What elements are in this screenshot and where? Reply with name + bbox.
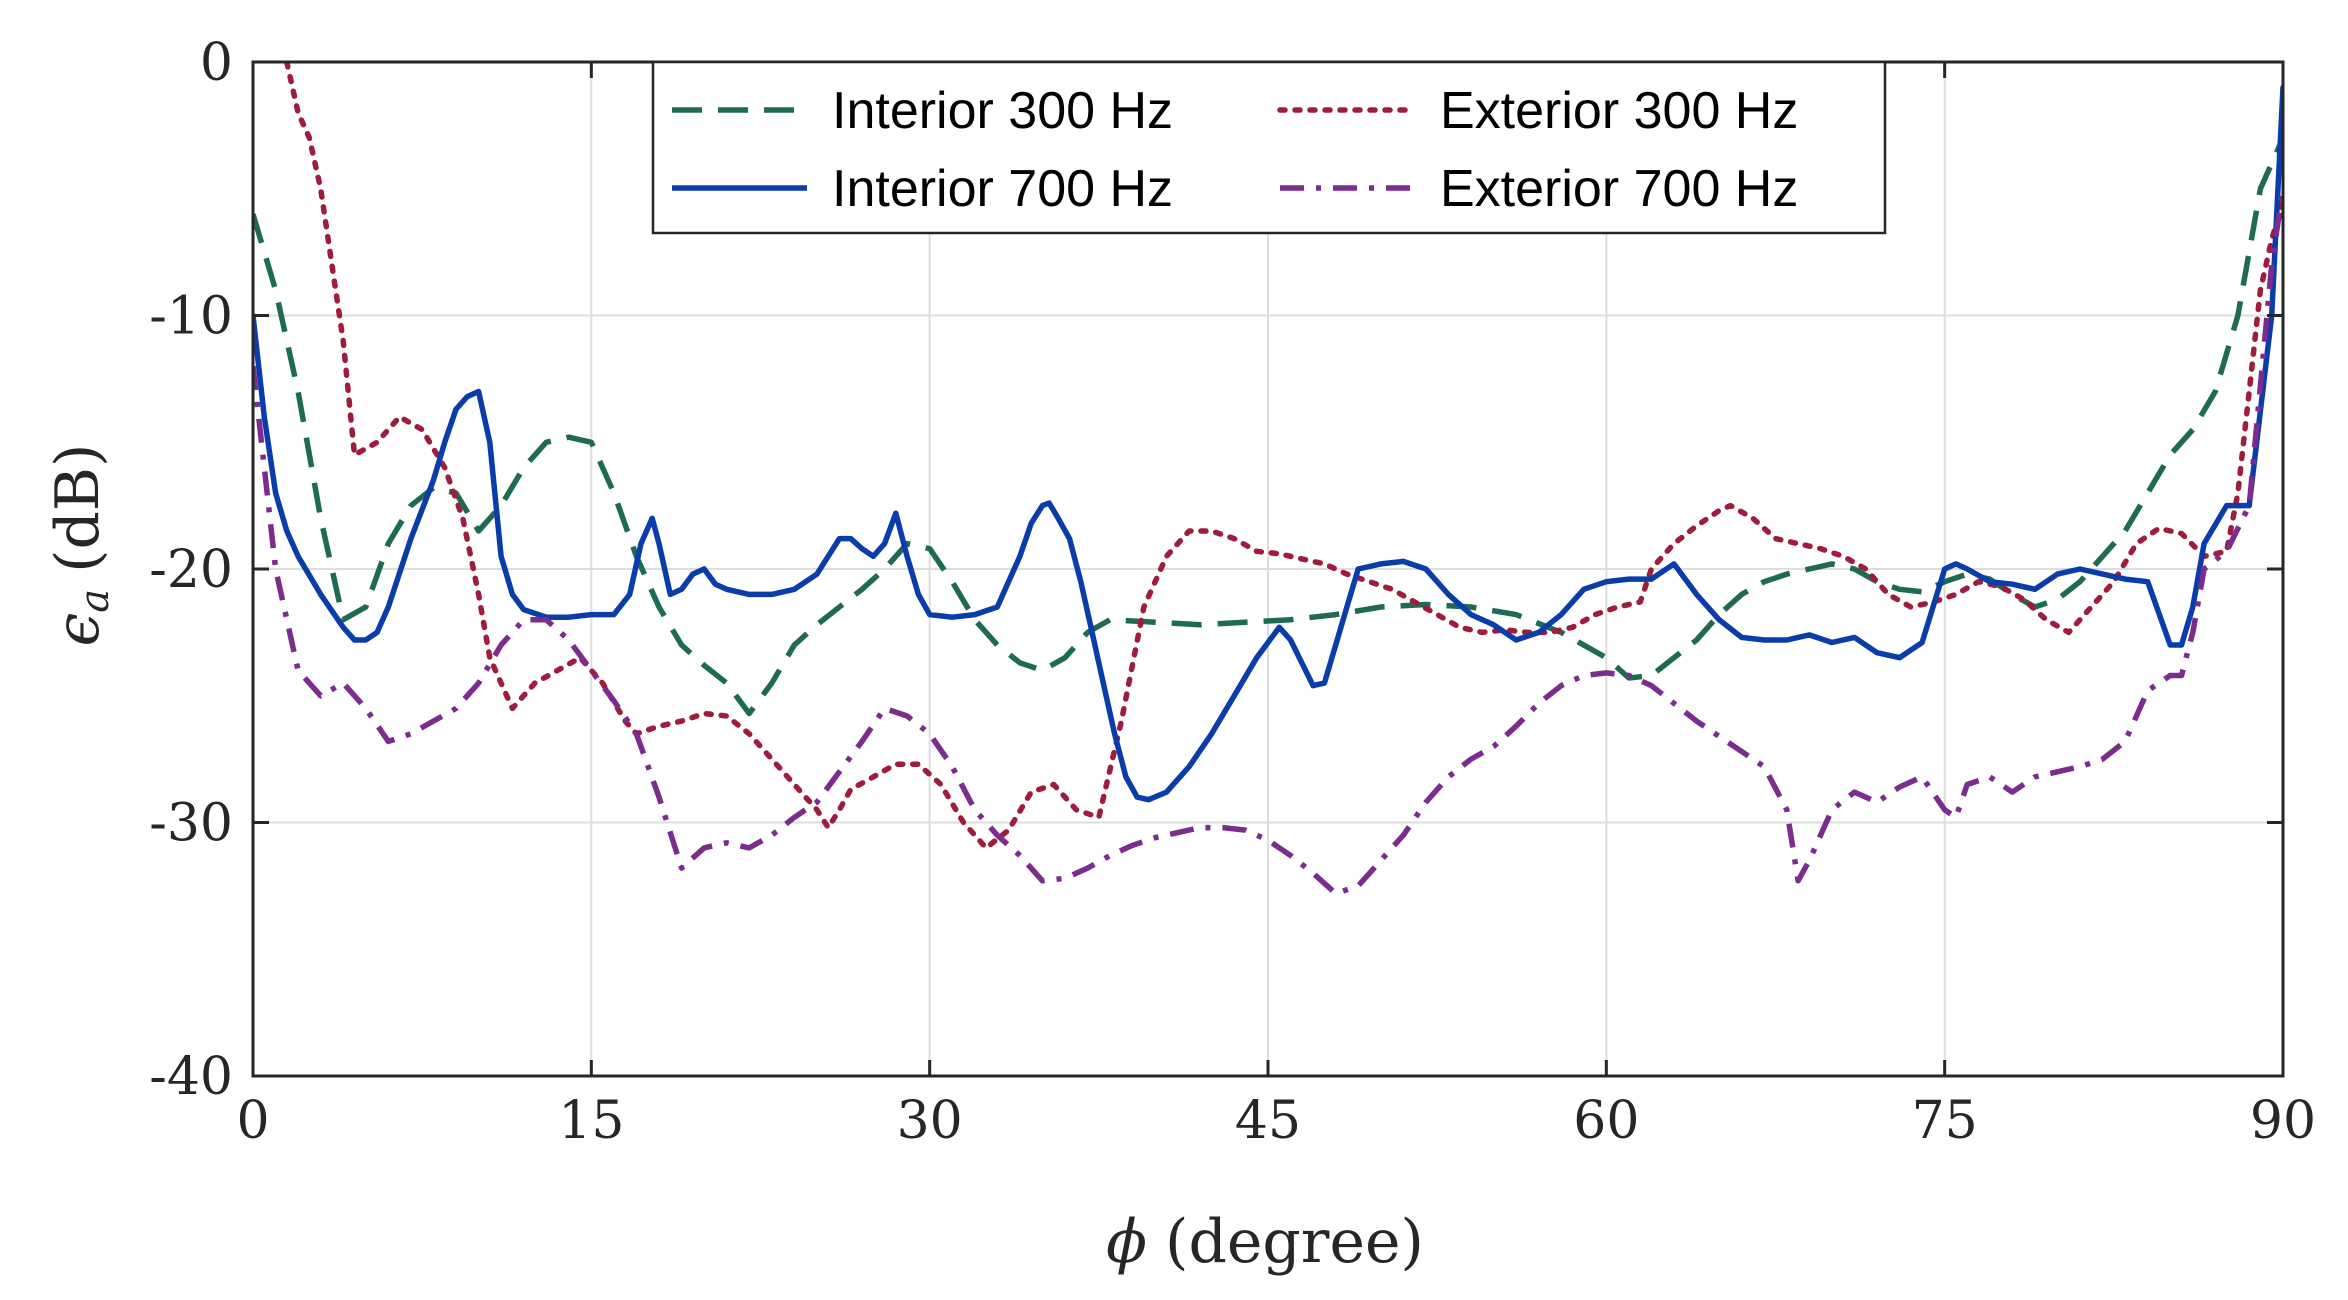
x-tick-label: 0	[236, 1091, 269, 1151]
y-axis-symbol: ϵ	[43, 613, 113, 647]
y-axis-subscript: a	[72, 589, 118, 613]
series-line-exterior-700-hz	[253, 188, 2283, 897]
legend: Interior 300 Hz Exterior 300 Hz Interior 7…	[651, 60, 1887, 235]
y-tick-label: -20	[149, 540, 233, 600]
y-axis-unit: (dB)	[43, 444, 113, 573]
legend-label: Interior 300 Hz	[832, 82, 1173, 140]
x-axis-symbol: ϕ	[1106, 1207, 1147, 1277]
x-tick-label: 15	[558, 1091, 624, 1151]
legend-box	[651, 60, 1887, 235]
series-group	[253, 62, 2283, 897]
tick-labels: 0 15 30 45 60 75 90 0 -10 -20 -30 -40	[149, 33, 2316, 1151]
y-tick-label: -10	[149, 287, 233, 347]
series-line-interior-700-hz	[253, 84, 2283, 803]
x-axis-unit: (degree)	[1165, 1207, 1424, 1277]
x-tick-label: 75	[1912, 1091, 1978, 1151]
legend-label: Interior 700 Hz	[832, 160, 1173, 218]
x-tick-label: 60	[1573, 1091, 1639, 1151]
y-tick-label: 0	[200, 33, 233, 93]
legend-label: Exterior 300 Hz	[1440, 82, 1798, 140]
x-tick-label: 90	[2250, 1091, 2316, 1151]
legend-label: Exterior 700 Hz	[1440, 160, 1798, 218]
series-line-exterior-300-hz	[284, 62, 2283, 851]
y-tick-label: -30	[149, 794, 233, 854]
x-axis-label: ϕ (degree)	[1106, 1207, 1424, 1277]
y-tick-label: -40	[149, 1047, 233, 1107]
y-axis-label: ϵa (dB)	[43, 444, 118, 647]
x-tick-label: 45	[1235, 1091, 1301, 1151]
x-tick-label: 30	[897, 1091, 963, 1151]
